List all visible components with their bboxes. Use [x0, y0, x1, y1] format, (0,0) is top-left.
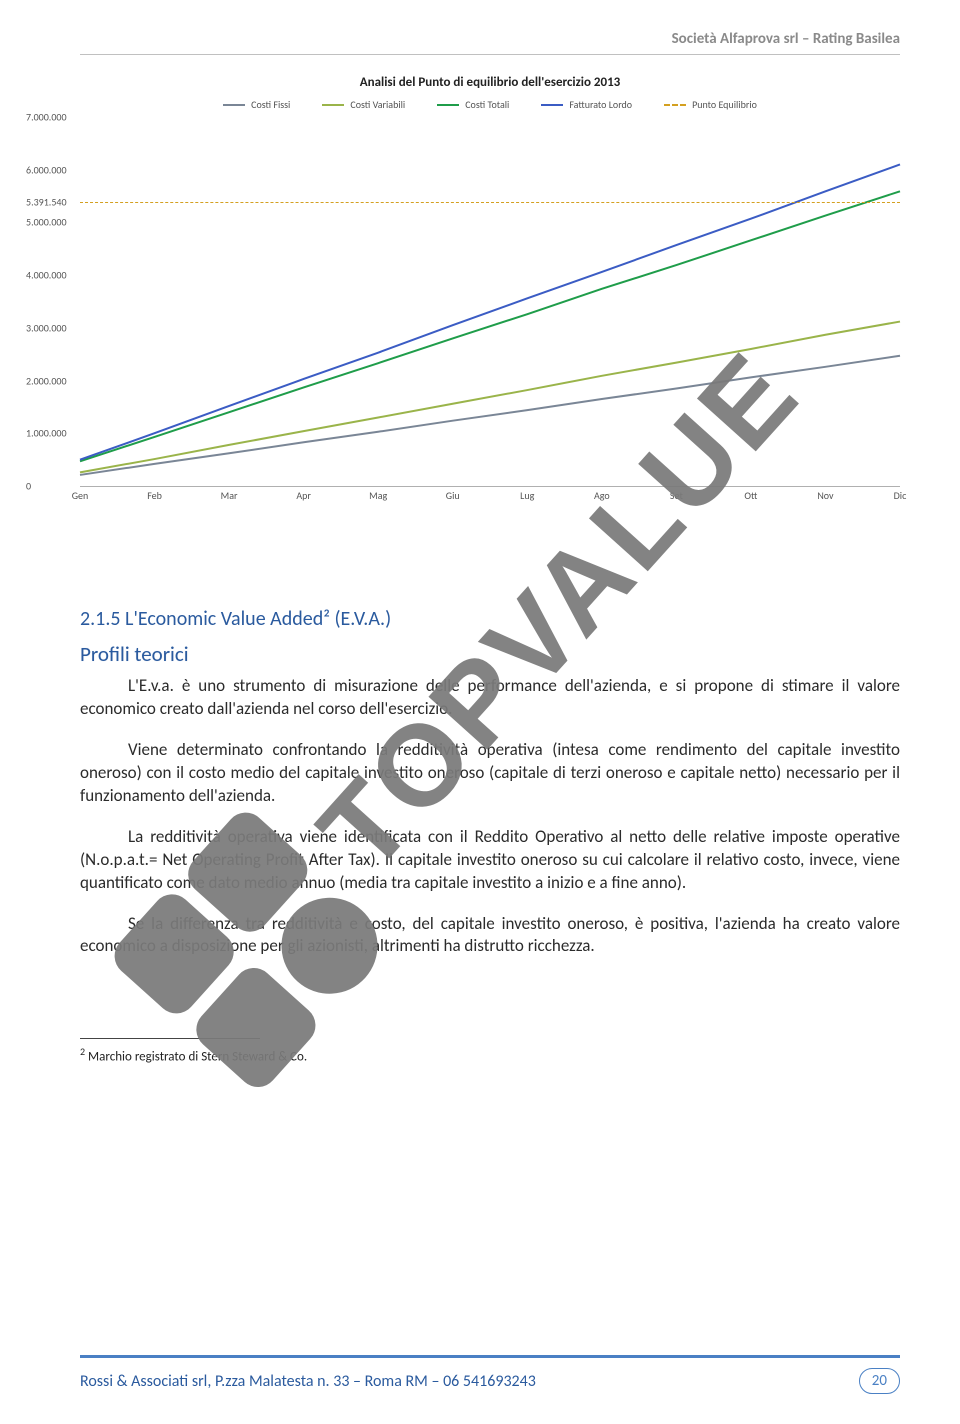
y-axis-tick: 7.000.000 — [26, 111, 67, 124]
x-axis-tick: Gen — [72, 489, 89, 502]
paragraph-1: L'E.v.a. è uno strumento di misurazione … — [80, 675, 900, 721]
paragraph-2: Viene determinato confrontando la reddit… — [80, 739, 900, 808]
footnote-marker: 2 — [80, 1045, 85, 1058]
x-axis-tick: Dic — [894, 489, 907, 502]
legend-swatch — [541, 104, 563, 106]
legend-item: Costi Fissi — [223, 98, 290, 111]
legend-item: Punto Equilibrio — [664, 98, 757, 111]
legend-label: Punto Equilibrio — [692, 98, 757, 111]
footnote-separator — [80, 1038, 260, 1039]
punto-equilibrio-label: 5.391.540 — [26, 195, 67, 208]
y-axis-tick: 6.000.000 — [26, 163, 67, 176]
legend-swatch — [437, 104, 459, 106]
footnote: 2 Marchio registrato di Stern Steward & … — [80, 1045, 900, 1064]
chart-svg — [80, 117, 900, 486]
legend-label: Costi Fissi — [251, 98, 290, 111]
footnote-text: Marchio registrato di Stern Steward & Co… — [88, 1050, 307, 1065]
y-axis-tick: 1.000.000 — [26, 427, 67, 440]
section-heading: 2.1.5 L'Economic Value Added² (E.V.A.) — [80, 607, 900, 631]
x-axis-tick: Feb — [147, 489, 162, 502]
legend-swatch — [223, 104, 245, 106]
punto-equilibrio-line — [80, 202, 900, 203]
y-axis-tick: 0 — [26, 480, 31, 493]
x-axis-tick: Ago — [594, 489, 610, 502]
legend-label: Fatturato Lordo — [569, 98, 632, 111]
chart-legend: Costi Fissi Costi Variabili Costi Totali Fa… — [80, 98, 900, 111]
y-axis-tick: 4.000.000 — [26, 269, 67, 282]
x-axis-tick: Ott — [744, 489, 757, 502]
legend-item: Costi Totali — [437, 98, 509, 111]
legend-item: Costi Variabili — [322, 98, 405, 111]
series-costi_variabili — [80, 322, 900, 473]
chart-title: Analisi del Punto di equilibrio dell'ese… — [80, 75, 900, 90]
chart-plot-area: 01.000.0002.000.0003.000.0004.000.0005.0… — [80, 117, 900, 487]
x-axis-tick: Nov — [817, 489, 833, 502]
x-axis-tick: Set — [670, 489, 683, 502]
y-axis-tick: 5.000.000 — [26, 216, 67, 229]
legend-swatch — [664, 104, 686, 106]
x-axis-tick: Mar — [221, 489, 238, 502]
page-number: 20 — [859, 1368, 900, 1394]
x-axis-tick: Apr — [296, 489, 311, 502]
legend-label: Costi Variabili — [350, 98, 405, 111]
y-axis-tick: 2.000.000 — [26, 374, 67, 387]
page-header: Società Alfaprova srl – Rating Basilea — [80, 30, 900, 55]
x-axis-tick: Lug — [520, 489, 534, 502]
legend-swatch — [322, 104, 344, 106]
breakeven-chart: Analisi del Punto di equilibrio dell'ese… — [80, 75, 900, 487]
paragraph-4: Se la differenza tra redditività e costo… — [80, 913, 900, 959]
legend-item: Fatturato Lordo — [541, 98, 632, 111]
paragraph-3: La redditività operativa viene identific… — [80, 826, 900, 895]
x-axis-tick: Giu — [446, 489, 460, 502]
document-body: 2.1.5 L'Economic Value Added² (E.V.A.) P… — [80, 607, 900, 1065]
page-footer: Rossi & Associati srl, P.zza Malatesta n… — [80, 1355, 900, 1394]
series-costi_totali — [80, 191, 900, 461]
legend-label: Costi Totali — [465, 98, 509, 111]
footer-text: Rossi & Associati srl, P.zza Malatesta n… — [80, 1372, 536, 1391]
profili-teorici-heading: Profili teorici — [80, 641, 900, 667]
x-axis-tick: Mag — [369, 489, 387, 502]
y-axis-tick: 3.000.000 — [26, 321, 67, 334]
header-company: Società Alfaprova srl – Rating Basilea — [672, 30, 900, 48]
